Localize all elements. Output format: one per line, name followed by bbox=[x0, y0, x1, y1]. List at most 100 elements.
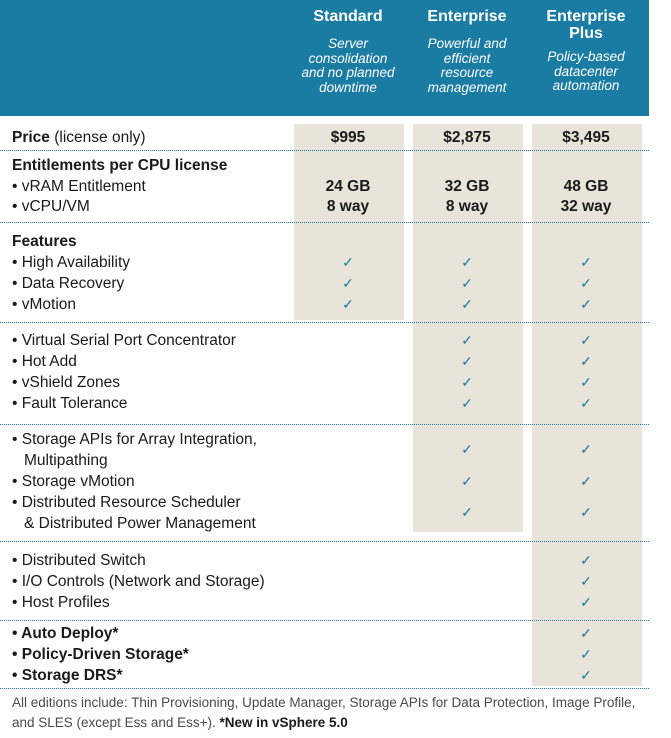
row-label: • Hot Add bbox=[12, 353, 77, 370]
footer-new-note: *New in vSphere 5.0 bbox=[219, 715, 348, 730]
table-row: • Storage DRS* ✓ bbox=[0, 665, 649, 686]
check-icon: ✓ bbox=[580, 625, 592, 641]
row-label: • vRAM Entitlement bbox=[12, 178, 146, 195]
edition-desc-line: Policy-based bbox=[547, 49, 625, 64]
check-icon: ✓ bbox=[580, 441, 592, 457]
edition-name: Standard bbox=[313, 8, 383, 25]
table-row: • Data Recovery ✓ ✓ ✓ bbox=[0, 273, 649, 294]
row-divider bbox=[0, 322, 649, 323]
row-value: 32 GB bbox=[444, 178, 490, 195]
row-label: • Virtual Serial Port Concentrator bbox=[12, 332, 236, 349]
table-row: • Distributed Switch ✓ bbox=[0, 550, 649, 571]
price-sublabel: (license only) bbox=[54, 129, 146, 146]
edition-desc-line: consolidation bbox=[308, 50, 388, 66]
features-heading: Features bbox=[12, 233, 77, 250]
edition-name-line: Enterprise bbox=[546, 8, 626, 25]
check-icon: ✓ bbox=[580, 374, 592, 390]
check-icon: ✓ bbox=[580, 573, 592, 589]
entitlements-heading: Entitlements per CPU license bbox=[12, 157, 228, 174]
row-divider bbox=[0, 222, 649, 223]
check-icon: ✓ bbox=[342, 275, 354, 291]
row-divider bbox=[0, 688, 649, 689]
table-row: • Storage APIs for Array Integration, Mul… bbox=[0, 429, 649, 469]
table-row: • Hot Add ✓ ✓ bbox=[0, 351, 649, 372]
row-label: • Distributed Switch bbox=[12, 552, 146, 569]
row-label: • Distributed Resource Scheduler bbox=[12, 494, 241, 511]
edition-enterprise-plus-header: Enterprise Plus Policy-based datacenter … bbox=[530, 8, 642, 94]
check-icon: ✓ bbox=[461, 395, 473, 411]
footer-note: All editions include: Thin Provisioning,… bbox=[12, 693, 642, 733]
check-icon: ✓ bbox=[461, 353, 473, 369]
enterprise-column-shade bbox=[413, 124, 523, 532]
table-row: • vMotion ✓ ✓ ✓ bbox=[0, 294, 649, 315]
features-heading-row: Features bbox=[0, 231, 649, 252]
price-standard: $995 bbox=[330, 129, 366, 146]
row-value: 8 way bbox=[445, 198, 489, 215]
edition-name: Enterprise Plus bbox=[530, 8, 642, 42]
row-label: • Data Recovery bbox=[12, 275, 125, 292]
edition-name: Enterprise bbox=[427, 8, 507, 25]
check-icon: ✓ bbox=[580, 395, 592, 411]
row-label: • Auto Deploy* bbox=[12, 625, 119, 642]
table-row: • I/O Controls (Network and Storage) ✓ bbox=[0, 571, 649, 592]
row-divider bbox=[0, 541, 649, 542]
edition-desc-line: resource bbox=[440, 65, 494, 80]
check-icon: ✓ bbox=[580, 296, 592, 312]
edition-desc-line: datacenter bbox=[554, 63, 618, 79]
check-icon: ✓ bbox=[461, 374, 473, 390]
check-icon: ✓ bbox=[461, 473, 473, 489]
edition-description: Server consolidation and no planned down… bbox=[292, 36, 404, 95]
table-row: • Policy-Driven Storage* ✓ bbox=[0, 644, 649, 665]
edition-description: Powerful and efficient resource manageme… bbox=[411, 36, 523, 95]
check-icon: ✓ bbox=[580, 594, 592, 610]
row-label: • vShield Zones bbox=[12, 374, 120, 391]
check-icon: ✓ bbox=[580, 353, 592, 369]
row-label: • Storage APIs for Array Integration, bbox=[12, 431, 257, 448]
row-label: • Policy-Driven Storage* bbox=[12, 646, 189, 663]
check-icon: ✓ bbox=[461, 275, 473, 291]
table-row: • vRAM Entitlement 24 GB 32 GB 48 GB bbox=[0, 176, 649, 197]
row-label: • Fault Tolerance bbox=[12, 395, 128, 412]
table-row: • vShield Zones ✓ ✓ bbox=[0, 372, 649, 393]
edition-desc-line: Server bbox=[328, 36, 368, 51]
row-label: • Storage vMotion bbox=[12, 473, 135, 490]
table-row: • Fault Tolerance ✓ ✓ bbox=[0, 393, 649, 414]
table-row: • vCPU/VM 8 way 8 way 32 way bbox=[0, 196, 649, 217]
footer-text: All editions include: Thin Provisioning,… bbox=[12, 695, 636, 730]
row-label-continued: Multipathing bbox=[24, 452, 108, 469]
row-label: • Storage DRS* bbox=[12, 667, 123, 684]
pricing-table: Standard Server consolidation and no pla… bbox=[0, 0, 649, 733]
check-icon: ✓ bbox=[580, 504, 592, 520]
check-icon: ✓ bbox=[580, 473, 592, 489]
check-icon: ✓ bbox=[461, 441, 473, 457]
row-label: • vMotion bbox=[12, 296, 77, 313]
row-label-continued: & Distributed Power Management bbox=[24, 515, 256, 532]
price-label: Price (license only) bbox=[12, 129, 146, 146]
edition-desc-line: and no planned bbox=[301, 65, 395, 80]
price-row: Price (license only) $995 $2,875 $3,495 bbox=[0, 127, 649, 148]
table-row: • Host Profiles ✓ bbox=[0, 592, 649, 613]
edition-desc-line: management bbox=[427, 79, 507, 95]
row-label: • vCPU/VM bbox=[12, 198, 90, 215]
check-icon: ✓ bbox=[580, 667, 592, 683]
check-icon: ✓ bbox=[342, 254, 354, 270]
check-icon: ✓ bbox=[580, 332, 592, 348]
check-icon: ✓ bbox=[461, 296, 473, 312]
row-value: 48 GB bbox=[563, 178, 609, 195]
entitlements-heading-row: Entitlements per CPU license bbox=[0, 155, 649, 176]
row-label: • I/O Controls (Network and Storage) bbox=[12, 573, 265, 590]
check-icon: ✓ bbox=[580, 254, 592, 270]
check-icon: ✓ bbox=[461, 254, 473, 270]
price-enterprise: $2,875 bbox=[443, 129, 491, 146]
table-row: • Distributed Resource Scheduler & Distri… bbox=[0, 492, 649, 532]
row-label: • High Availability bbox=[12, 254, 131, 271]
check-icon: ✓ bbox=[580, 646, 592, 662]
row-divider bbox=[0, 424, 649, 425]
table-row: • Virtual Serial Port Concentrator ✓ ✓ bbox=[0, 330, 649, 351]
table-row: • High Availability ✓ ✓ ✓ bbox=[0, 252, 649, 273]
table-header: Standard Server consolidation and no pla… bbox=[0, 0, 649, 116]
check-icon: ✓ bbox=[580, 275, 592, 291]
edition-desc-line: efficient bbox=[443, 50, 491, 66]
check-icon: ✓ bbox=[461, 504, 473, 520]
check-icon: ✓ bbox=[580, 552, 592, 568]
